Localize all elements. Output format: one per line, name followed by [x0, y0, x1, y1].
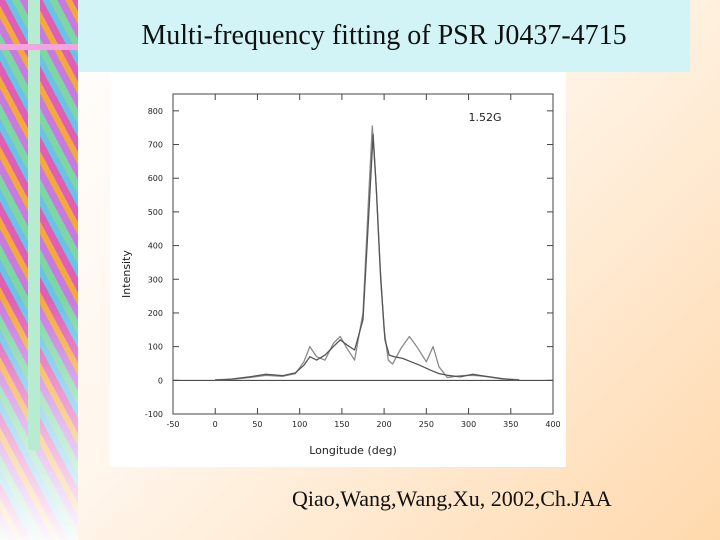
x-tick-label: 250 — [419, 420, 434, 429]
x-tick-label: 150 — [334, 420, 349, 429]
x-tick-label: 100 — [292, 420, 307, 429]
y-tick-label: 100 — [148, 343, 163, 352]
x-tick-label: 400 — [545, 420, 560, 429]
x-tick-label: 300 — [461, 420, 476, 429]
pulse-profile-chart: -50 0 50 100 150 200 250 300 350 400 -100 0 100 200 30… — [120, 93, 561, 457]
y-tick-label: 400 — [148, 242, 163, 251]
y-tick-label: 700 — [148, 141, 163, 150]
decorative-bar — [0, 44, 78, 50]
y-axis-label: Intensity — [120, 250, 133, 298]
x-tick-label: 0 — [213, 420, 218, 429]
y-tick-label: 800 — [148, 107, 163, 116]
x-tick-label: 350 — [503, 420, 518, 429]
plot-frame — [172, 93, 554, 415]
x-tick-label: -50 — [166, 420, 179, 429]
citation: Qiao,Wang,Wang,Xu, 2002,Ch.JAA — [292, 486, 612, 511]
y-tick-label: 500 — [148, 208, 163, 217]
y-tick-label: 600 — [148, 174, 163, 183]
frequency-annotation: 1.52G — [469, 111, 502, 124]
x-tick-label: 50 — [252, 420, 262, 429]
title-box: Multi-frequency fitting of PSR J0437-471… — [78, 0, 690, 72]
x-axis-label: Longitude (deg) — [309, 444, 397, 457]
decorative-bar — [28, 0, 40, 450]
series-line-fit — [215, 133, 520, 381]
y-tick-label: 300 — [148, 275, 163, 284]
y-tick-label: 0 — [158, 376, 163, 385]
slide-title: Multi-frequency fitting of PSR J0437-471… — [141, 20, 627, 51]
y-tick-label: -100 — [145, 410, 163, 419]
y-tick-label: 200 — [148, 309, 163, 318]
x-tick-label: 200 — [376, 420, 391, 429]
chart-panel: -50 0 50 100 150 200 250 300 350 400 -100 0 100 200 30… — [110, 72, 566, 467]
